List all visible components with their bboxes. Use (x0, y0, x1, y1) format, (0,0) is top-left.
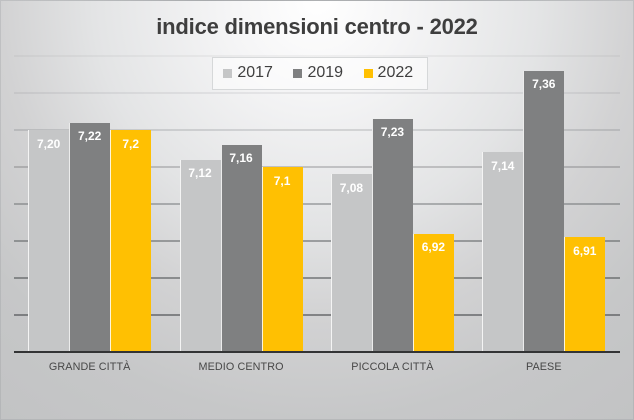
legend: 2017 2019 2022 (212, 56, 428, 90)
legend-item-2019: 2019 (293, 65, 343, 81)
value-label-2022-piccola-citta: 6,92 (421, 240, 446, 255)
value-label-2022-paese: 6,91 (573, 243, 597, 258)
bar-2017-piccola-citta (330, 174, 372, 352)
bar-2022-paese (564, 237, 606, 352)
bar-2017-paese (482, 152, 524, 352)
bar-2017-grande-citta (28, 130, 70, 352)
gridline (14, 166, 620, 168)
legend-label-2017: 2017 (237, 64, 273, 82)
legend-swatch-2017 (223, 69, 233, 79)
bar-2019-grande-citta (69, 122, 111, 352)
legend-label-2022: 2022 (377, 64, 414, 82)
legend-swatch-2022 (363, 69, 373, 79)
chart-title: indice dimensioni centro - 2022 (156, 14, 478, 39)
category-label-medio-centro: MEDIO CENTRO (198, 361, 284, 373)
value-label-2017-piccola-citta: 7,08 (339, 180, 364, 195)
gridline (14, 129, 620, 131)
category-label-paese: PAESE (525, 361, 562, 373)
gridline (14, 92, 620, 94)
gridline (14, 277, 620, 279)
bar-2022-grande-citta (110, 130, 152, 352)
bar-2019-medio-centro (220, 144, 262, 352)
bar-2017-medio-centro (179, 159, 221, 352)
legend-item-2022: 2022 (363, 64, 414, 82)
gridline (14, 55, 620, 57)
bar-2022-medio-centro (261, 167, 303, 352)
value-label-2017-medio-centro: 7,12 (188, 166, 212, 181)
gridline (14, 314, 620, 316)
value-label-2019-piccola-citta: 7,23 (380, 125, 405, 140)
legend-item-2017: 2017 (223, 65, 273, 81)
value-label-2017-grande-citta: 7,20 (37, 136, 61, 151)
value-label-2022-grande-citta: 7,2 (122, 136, 140, 151)
gridline (14, 203, 620, 205)
value-label-2019-grande-citta: 7,22 (78, 129, 102, 144)
value-label-2017-paese: 7,14 (491, 158, 515, 173)
bar-2019-piccola-citta (371, 118, 413, 352)
x-axis-line (13, 350, 620, 354)
bar-2022-piccola-citta (412, 233, 454, 352)
chart-top-edge (0, 0, 634, 1)
gridline (14, 240, 620, 242)
category-label-piccola-citta: PICCOLA CITTÀ (351, 361, 434, 373)
value-label-2019-medio-centro: 7,16 (229, 151, 253, 166)
legend-swatch-2019 (293, 69, 303, 79)
category-label-grande-citta: GRANDE CITTÀ (48, 361, 131, 373)
value-label-2022-medio-centro: 7,1 (273, 173, 291, 188)
bar-2019-paese (523, 70, 565, 352)
legend-label-2019: 2019 (307, 64, 344, 82)
value-label-2019-paese: 7,36 (532, 77, 556, 92)
